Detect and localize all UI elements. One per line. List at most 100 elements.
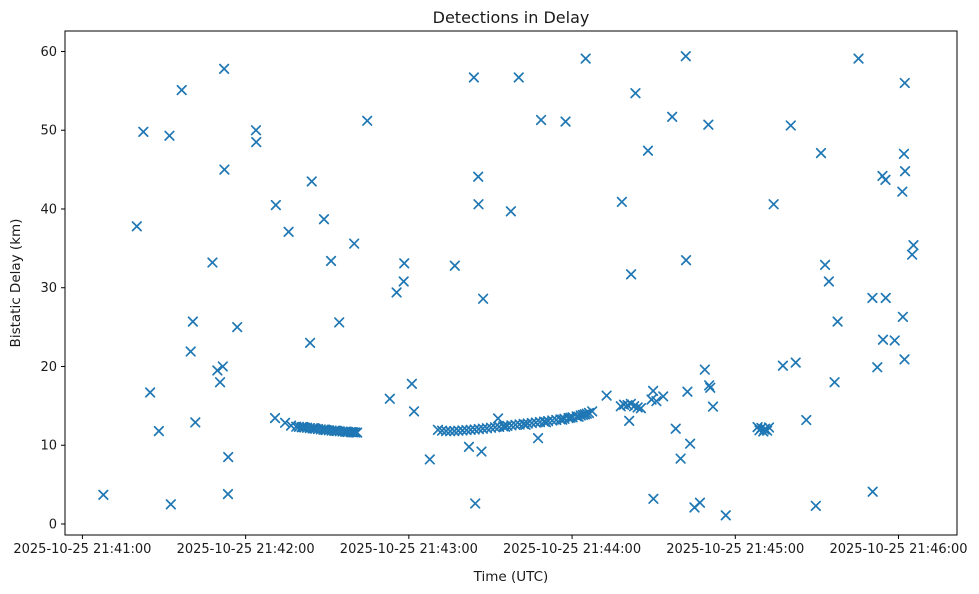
data-point-marker — [349, 238, 360, 249]
data-point-marker — [635, 403, 647, 414]
data-point-marker — [899, 166, 911, 177]
data-point-marker — [777, 360, 789, 371]
data-point-marker — [408, 406, 420, 417]
data-point-marker — [540, 417, 552, 428]
data-point-marker — [138, 126, 149, 137]
x-tick-label: 2025-10-25 21:42:00 — [177, 542, 315, 557]
data-point-marker — [212, 365, 223, 376]
y-tick-label: 40 — [40, 202, 57, 217]
data-point-marker — [694, 497, 706, 508]
data-point-marker — [853, 53, 864, 64]
data-point-marker — [587, 406, 598, 417]
data-point-marker — [492, 413, 504, 424]
data-point-marker — [330, 425, 341, 436]
data-point-marker — [810, 500, 821, 512]
data-point-marker — [880, 174, 891, 185]
data-point-marker — [707, 401, 719, 412]
data-point-marker — [642, 145, 654, 156]
data-point-marker — [445, 426, 456, 437]
data-point-marker — [867, 292, 878, 304]
data-point-marker — [250, 125, 262, 136]
x-tick-label: 2025-10-25 21:45:00 — [666, 542, 804, 557]
data-point-marker — [406, 378, 417, 389]
data-point-marker — [279, 417, 291, 428]
data-point-marker — [699, 364, 710, 375]
data-point-marker — [877, 334, 889, 345]
data-point-marker — [470, 498, 481, 509]
data-point-marker — [270, 199, 281, 211]
data-point-marker — [185, 346, 196, 357]
data-point-marker — [304, 337, 316, 348]
data-point-marker — [880, 292, 891, 304]
data-point-marker — [897, 311, 909, 323]
x-axis-ticks: 2025-10-25 21:41:00 2025-10-25 21:42:00 20… — [13, 535, 968, 557]
data-point-marker — [630, 88, 641, 99]
data-point-marker — [500, 421, 511, 432]
data-point-marker — [440, 425, 452, 437]
data-point-marker — [658, 391, 669, 402]
data-point-marker — [703, 119, 714, 130]
y-tick-label: 10 — [40, 439, 57, 454]
data-point-marker — [219, 164, 230, 175]
data-point-marker — [908, 240, 919, 251]
data-point-marker — [667, 111, 678, 122]
data-point-marker — [424, 454, 435, 465]
data-point-marker — [217, 361, 228, 372]
data-point-marker — [457, 425, 468, 436]
data-point-marker — [468, 72, 480, 83]
data-point-marker — [449, 425, 460, 437]
data-point-marker — [362, 115, 373, 126]
data-point-marker — [187, 316, 199, 327]
data-point-marker — [318, 214, 330, 225]
chart-title: Detections in Delay — [433, 8, 590, 27]
y-tick-label: 50 — [40, 124, 57, 139]
data-point-marker — [684, 438, 696, 449]
scatter-points — [98, 51, 919, 521]
data-point-marker — [398, 276, 409, 287]
x-tick-label: 2025-10-25 21:43:00 — [340, 542, 478, 557]
data-point-marker — [98, 489, 109, 500]
data-point-marker — [476, 446, 487, 457]
axes-spines — [64, 30, 958, 536]
data-point-marker — [899, 77, 910, 89]
data-point-marker — [449, 260, 460, 271]
data-point-marker — [867, 486, 878, 497]
data-point-marker — [819, 259, 831, 271]
data-point-marker — [682, 386, 693, 397]
data-point-marker — [580, 53, 591, 64]
data-point-marker — [319, 424, 330, 435]
data-point-marker — [906, 249, 918, 260]
data-point-marker — [153, 425, 165, 437]
data-point-marker — [823, 276, 835, 287]
x-tick-label: 2025-10-25 21:41:00 — [13, 542, 151, 557]
data-point-marker — [477, 293, 489, 304]
data-point-marker — [283, 226, 294, 237]
x-tick-label: 2025-10-25 21:46:00 — [829, 542, 967, 557]
data-point-marker — [384, 393, 395, 404]
data-point-marker — [632, 402, 643, 413]
y-tick-label: 20 — [40, 360, 57, 375]
data-point-marker — [535, 114, 547, 126]
data-point-marker — [616, 196, 628, 208]
data-point-marker — [532, 432, 544, 444]
y-axis-ticks: 0 10 20 30 40 50 60 — [40, 45, 65, 532]
data-point-marker — [325, 255, 337, 267]
data-point-marker — [232, 321, 243, 333]
data-point-marker — [889, 335, 900, 346]
data-point-marker — [651, 395, 662, 407]
y-tick-label: 60 — [40, 45, 57, 60]
data-point-marker — [350, 427, 361, 438]
data-point-marker — [768, 199, 779, 210]
data-point-marker — [624, 415, 635, 426]
data-point-marker — [214, 377, 226, 388]
data-point-marker — [680, 255, 692, 266]
data-point-marker — [520, 419, 531, 430]
data-point-marker — [176, 84, 187, 96]
data-point-marker — [436, 425, 448, 436]
data-point-marker — [465, 424, 476, 435]
data-point-marker — [675, 453, 686, 464]
data-point-marker — [601, 390, 612, 401]
data-point-marker — [801, 414, 812, 426]
